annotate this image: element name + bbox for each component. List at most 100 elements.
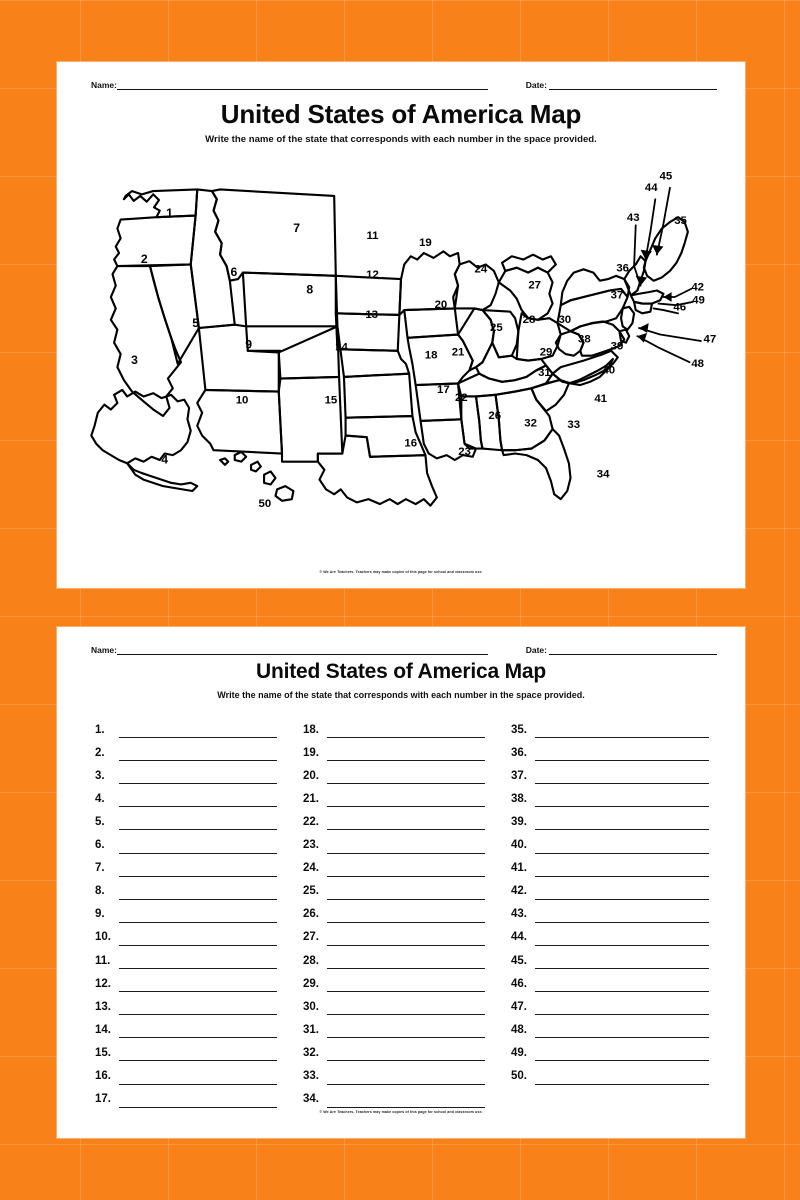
answer-input-line[interactable] [535, 909, 709, 923]
answer-input-line[interactable] [535, 1024, 709, 1039]
answer-number: 19. [303, 746, 319, 759]
answer-input-line[interactable] [119, 886, 277, 900]
answer-input-line[interactable] [119, 863, 277, 877]
answer-input-line[interactable] [327, 793, 485, 808]
answer-number: 16. [95, 1070, 111, 1082]
answer-number: 23. [303, 839, 319, 852]
answer-input-line[interactable] [535, 724, 709, 739]
answer-input-line[interactable] [327, 1024, 485, 1039]
answer-number: 34. [303, 1093, 319, 1106]
answer-input-line[interactable] [327, 909, 485, 923]
map-number-31: 31 [538, 367, 551, 379]
answer-input-line[interactable] [119, 1071, 277, 1085]
name-label: Name: [91, 79, 117, 90]
map-number-13: 13 [365, 309, 378, 321]
answer-number: 15. [95, 1046, 111, 1059]
answer-input-line[interactable] [535, 840, 709, 854]
answer-row: 6. [95, 830, 303, 854]
answer-input-line[interactable] [327, 747, 485, 762]
answer-row: 32. [303, 1038, 511, 1062]
answer-row: 36. [511, 738, 719, 762]
answer-input-line[interactable] [535, 863, 709, 877]
answer-number: 17. [95, 1093, 111, 1106]
answer-row: 16. [95, 1061, 303, 1085]
answer-input-line[interactable] [119, 770, 277, 785]
answer-input-line[interactable] [119, 932, 277, 946]
answer-input-line[interactable] [327, 770, 485, 785]
answer-input-line[interactable] [119, 1047, 277, 1062]
answer-row: 35. [511, 715, 719, 739]
answer-number: 26. [303, 908, 319, 921]
answer-number: 45. [511, 954, 527, 967]
answer-input-line[interactable] [535, 932, 709, 946]
answer-input-line[interactable] [535, 793, 709, 808]
answer-row: 18. [303, 715, 511, 739]
name-input-line[interactable] [116, 78, 488, 90]
answer-input-line[interactable] [119, 1024, 277, 1039]
date-label: Date: [525, 79, 547, 90]
answer-input-line[interactable] [535, 978, 709, 993]
map-number-11: 11 [366, 230, 379, 242]
answer-input-line[interactable] [327, 978, 485, 993]
answer-input-line[interactable] [327, 955, 485, 970]
answer-number: 32. [303, 1046, 319, 1059]
answer-input-line[interactable] [327, 1047, 485, 1062]
answer-number: 11. [95, 954, 111, 967]
answer-number: 50. [511, 1070, 527, 1082]
answer-number: 21. [303, 792, 319, 805]
answer-row: 37. [511, 761, 719, 785]
page-subtitle: Write the name of the state that corresp… [205, 134, 597, 145]
answer-number: 14. [95, 1023, 111, 1036]
map-number-40: 40 [602, 364, 615, 376]
answer-input-line[interactable] [119, 747, 277, 762]
answer-input-line[interactable] [535, 770, 709, 785]
answer-input-line[interactable] [119, 793, 277, 808]
copyright-notice: © We Are Teachers. Teachers may make cop… [319, 1110, 483, 1114]
answer-number: 6. [95, 839, 105, 852]
answer-input-line[interactable] [535, 816, 709, 831]
map-number-12: 12 [366, 269, 379, 281]
answer-input-line[interactable] [119, 1094, 277, 1108]
answer-input-line[interactable] [119, 724, 277, 739]
map-number-5: 5 [192, 316, 199, 330]
answer-input-line[interactable] [535, 1001, 709, 1016]
answer-input-line[interactable] [327, 1001, 485, 1016]
answer-input-line[interactable] [119, 1001, 277, 1016]
map-number-16: 16 [404, 438, 417, 450]
answer-input-line[interactable] [119, 955, 277, 970]
map-number-46: 46 [673, 302, 686, 314]
answer-input-line[interactable] [535, 955, 709, 970]
answer-input-line[interactable] [535, 1071, 709, 1085]
map-number-39: 39 [611, 341, 624, 353]
answer-input-line[interactable] [327, 1094, 485, 1108]
answer-input-line[interactable] [327, 1071, 485, 1085]
answer-number: 10. [95, 931, 111, 944]
answer-number: 27. [303, 931, 319, 944]
date-input-line[interactable] [549, 643, 717, 655]
answer-row: 27. [303, 923, 511, 946]
answer-input-line[interactable] [327, 863, 485, 877]
answer-input-line[interactable] [119, 978, 277, 993]
answer-input-line[interactable] [327, 816, 485, 831]
answer-row: 2. [95, 738, 303, 762]
answer-input-line[interactable] [327, 932, 485, 946]
name-input-line[interactable] [116, 643, 488, 655]
map-number-8: 8 [306, 283, 313, 297]
answer-input-line[interactable] [327, 840, 485, 854]
date-input-line[interactable] [549, 78, 717, 90]
answer-input-line[interactable] [535, 886, 709, 900]
map-number-42: 42 [691, 281, 704, 293]
answer-input-line[interactable] [119, 816, 277, 831]
map-number-6: 6 [231, 265, 238, 279]
answer-number: 44. [511, 931, 527, 944]
answer-input-line[interactable] [535, 1047, 709, 1062]
answer-input-line[interactable] [327, 886, 485, 900]
answer-input-line[interactable] [119, 909, 277, 923]
answer-input-line[interactable] [535, 747, 709, 762]
answer-row: 33. [303, 1061, 511, 1085]
map-number-9: 9 [245, 337, 252, 351]
answer-number: 43. [511, 908, 527, 921]
answer-input-line[interactable] [119, 840, 277, 854]
answer-row: 1. [95, 715, 303, 739]
answer-input-line[interactable] [327, 724, 485, 739]
